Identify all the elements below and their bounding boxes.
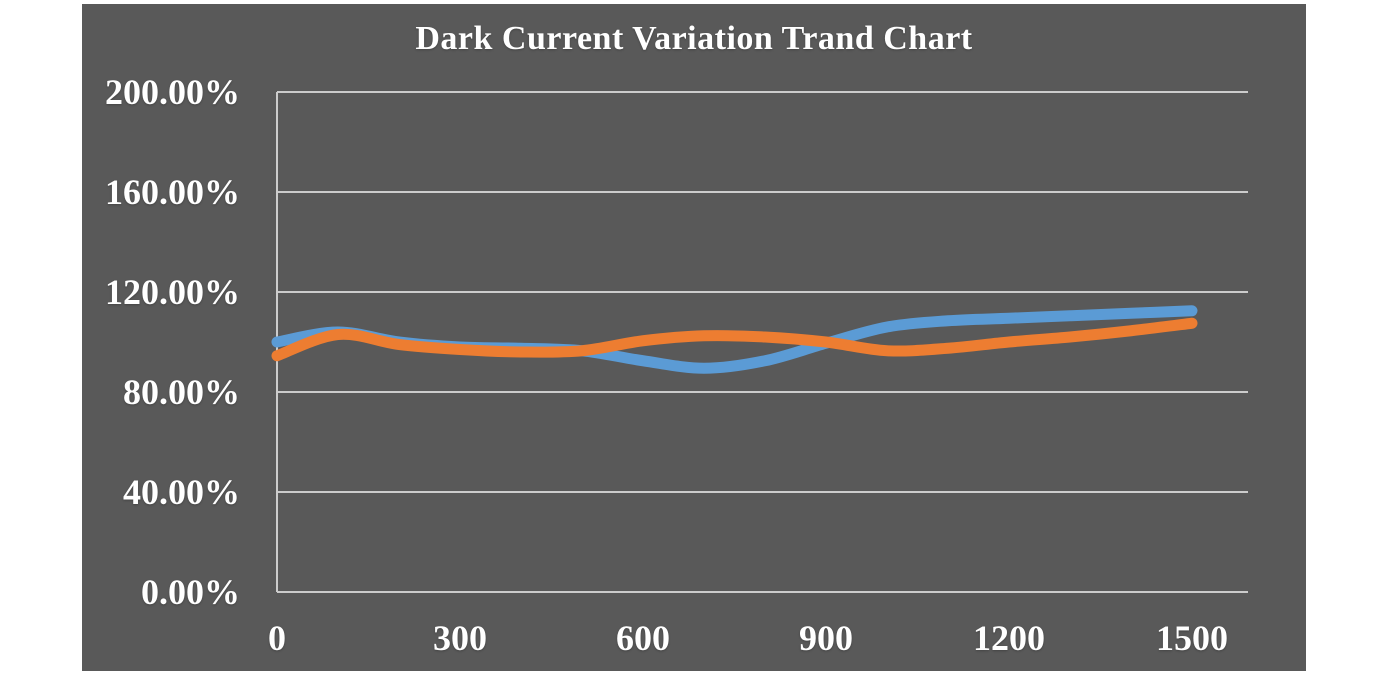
x-axis-label: 300 <box>433 618 487 658</box>
plot-area <box>271 91 1248 593</box>
y-axis-label: 40.00% <box>123 472 240 512</box>
x-axis-label: 900 <box>799 618 853 658</box>
dark-current-trend-chart: Dark Current Variation Trand Chart 200.0… <box>82 4 1306 671</box>
x-axis-label: 0 <box>268 618 286 658</box>
y-axis-label: 160.00% <box>105 172 240 212</box>
y-axis-label: 80.00% <box>123 372 240 412</box>
chart-title: Dark Current Variation Trand Chart <box>415 20 973 57</box>
x-axis-label: 1200 <box>973 618 1045 658</box>
series-line-series-2-orange <box>271 317 1198 362</box>
x-axis-label: 600 <box>616 618 670 658</box>
y-axis-label: 0.00% <box>141 572 240 612</box>
y-axis-label: 200.00% <box>105 72 240 112</box>
y-axis-label: 120.00% <box>105 272 240 312</box>
x-axis-label: 1500 <box>1156 618 1228 658</box>
